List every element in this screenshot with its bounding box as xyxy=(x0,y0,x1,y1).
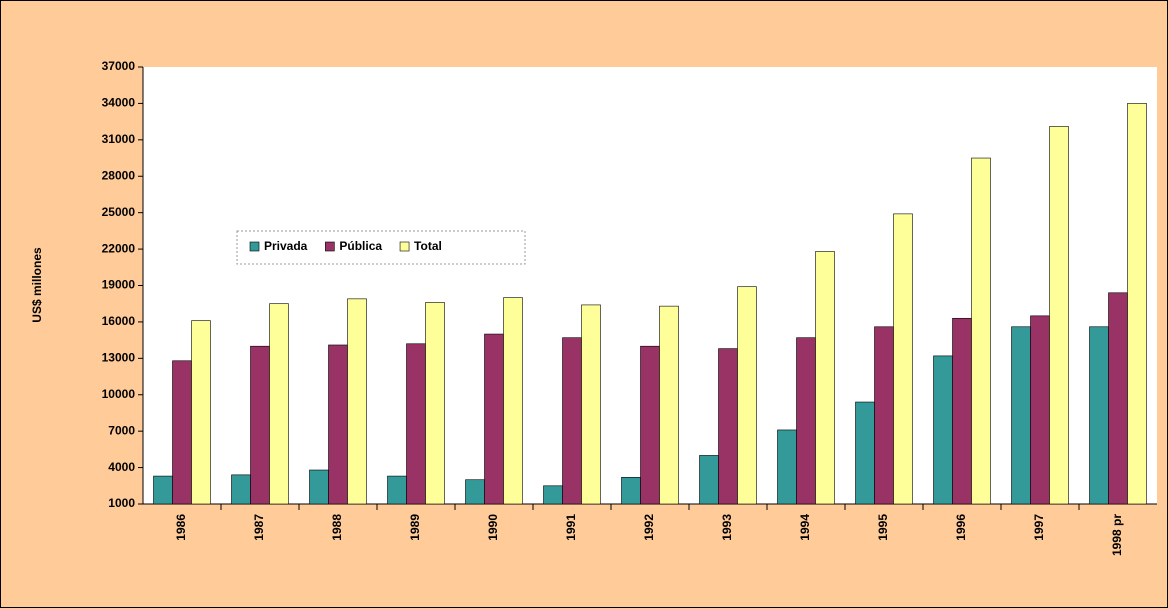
bar xyxy=(659,305,679,505)
bar xyxy=(425,302,445,505)
legend-box xyxy=(236,230,526,265)
bar xyxy=(309,469,329,505)
x-tick-label: 1992 xyxy=(642,514,656,541)
x-tick-label: 1990 xyxy=(486,514,500,541)
x-tick-label: 1986 xyxy=(174,514,188,541)
bar xyxy=(153,475,173,505)
x-tick-label: 1988 xyxy=(330,514,344,541)
bar xyxy=(777,429,797,505)
bar xyxy=(328,344,348,505)
y-axis-label: US$ millones xyxy=(30,247,44,323)
bar xyxy=(562,337,582,505)
bar xyxy=(543,485,563,505)
bar xyxy=(172,360,192,505)
bar xyxy=(581,304,601,505)
bar xyxy=(699,455,719,505)
x-tick-label: 1993 xyxy=(720,514,734,541)
legend-label: Pública xyxy=(339,239,382,253)
legend-swatch xyxy=(399,241,410,252)
bar xyxy=(1127,103,1147,505)
bar xyxy=(387,475,407,505)
legend-swatch xyxy=(249,241,260,252)
x-tick-label: 1998 pr xyxy=(1110,514,1124,556)
legend-label: Privada xyxy=(264,239,308,253)
y-tick-label: 31000 xyxy=(102,132,136,146)
bar xyxy=(1011,326,1031,505)
bar xyxy=(1108,292,1128,505)
y-tick-label: 19000 xyxy=(102,278,136,292)
bar xyxy=(1089,326,1109,505)
x-tick-label: 1987 xyxy=(252,514,266,541)
bar xyxy=(1030,315,1050,505)
bar xyxy=(347,298,367,505)
bar xyxy=(621,476,641,505)
y-tick-label: 7000 xyxy=(108,423,135,437)
x-tick-label: 1995 xyxy=(876,514,890,541)
x-tick-label: 1991 xyxy=(564,514,578,541)
x-tick-label: 1996 xyxy=(954,514,968,541)
y-tick-label: 37000 xyxy=(102,59,136,73)
bar xyxy=(893,213,913,505)
bar xyxy=(933,355,953,505)
x-tick-label: 1997 xyxy=(1032,514,1046,541)
bar xyxy=(737,286,757,505)
bar xyxy=(406,343,426,505)
x-tick-label: 1989 xyxy=(408,514,422,541)
legend-swatch xyxy=(325,241,335,252)
y-tick-label: 28000 xyxy=(102,168,136,182)
bar xyxy=(191,320,211,505)
y-tick-label: 1000 xyxy=(108,496,135,510)
bar xyxy=(874,326,894,505)
bar xyxy=(1049,126,1069,505)
bar xyxy=(815,251,835,505)
bar xyxy=(796,337,816,505)
bar xyxy=(465,479,485,505)
bar xyxy=(250,345,270,505)
bar xyxy=(640,345,660,505)
bar xyxy=(231,474,251,505)
y-tick-label: 25000 xyxy=(102,205,136,219)
bar xyxy=(971,157,991,505)
bar xyxy=(484,333,504,505)
bar xyxy=(269,303,289,505)
legend-label: Total xyxy=(414,239,442,253)
y-tick-label: 34000 xyxy=(102,96,136,110)
x-tick-label: 1994 xyxy=(798,514,812,541)
bar xyxy=(855,401,875,505)
y-tick-label: 22000 xyxy=(102,241,136,255)
bar xyxy=(503,297,523,505)
y-tick-label: 4000 xyxy=(108,460,135,474)
y-tick-label: 13000 xyxy=(102,351,136,365)
bar xyxy=(718,348,738,505)
y-tick-label: 10000 xyxy=(102,387,136,401)
bar xyxy=(952,317,972,505)
y-tick-label: 16000 xyxy=(102,314,136,328)
